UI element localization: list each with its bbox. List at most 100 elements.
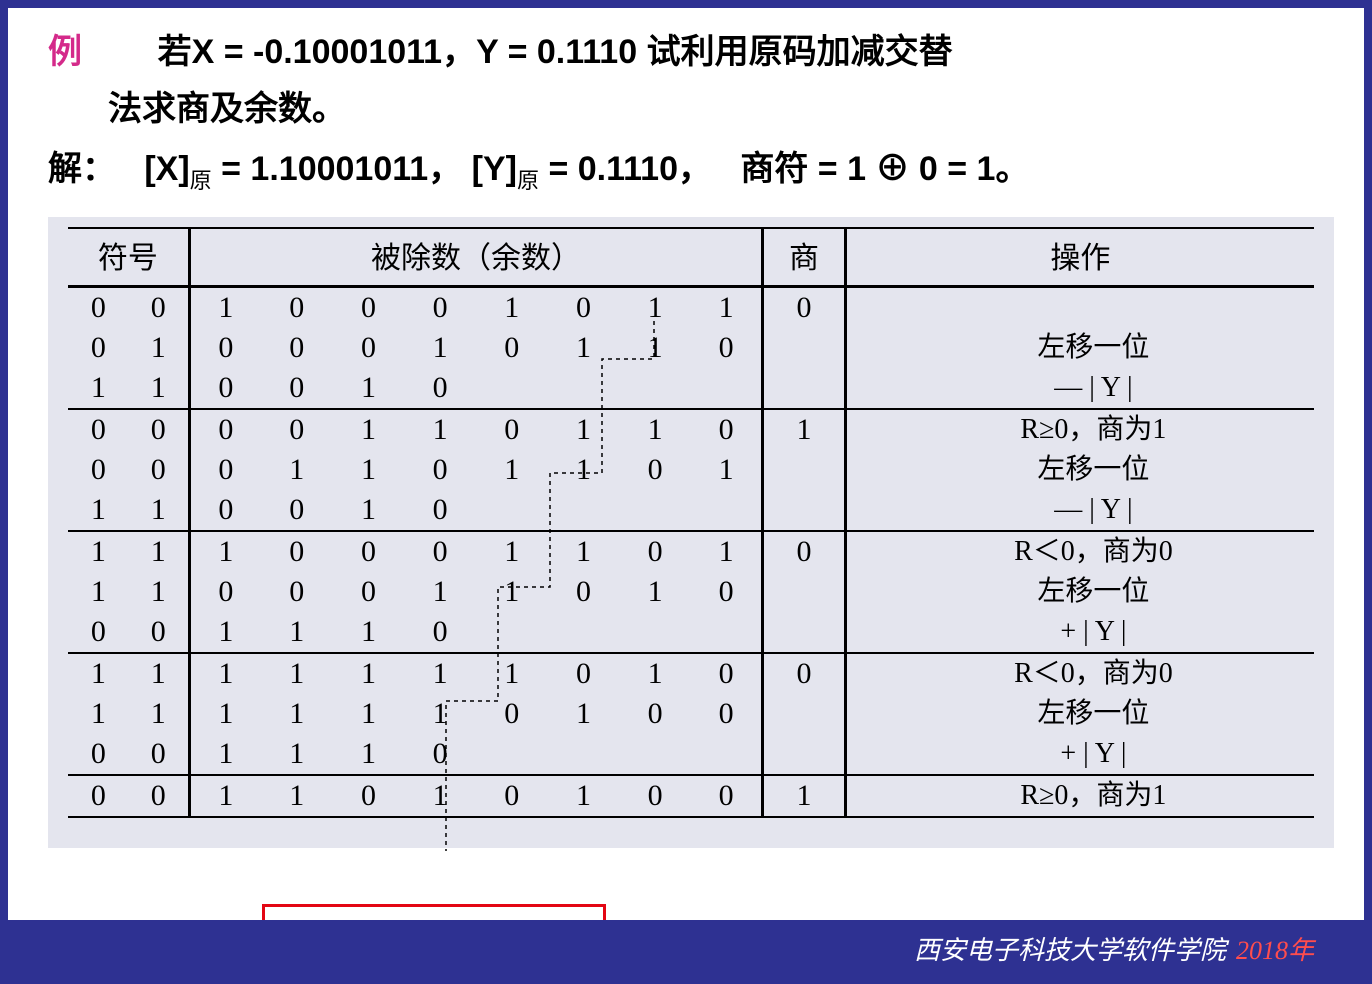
dividend-bit: 0 [189,450,261,490]
sign-bit: 1 [129,531,190,572]
dividend-bit: 1 [333,694,405,734]
dividend-bit: 0 [619,450,691,490]
dividend-bit: 0 [476,694,548,734]
quotient-bit: 0 [763,653,846,694]
dividend-bit: 1 [691,531,763,572]
dividend-bit: 1 [548,775,620,817]
dividend-bit [476,368,548,409]
dividend-bit: 1 [404,775,476,817]
dividend-bit: 0 [404,734,476,775]
dividend-bit: 0 [189,328,261,368]
operation-text: 左移一位 [845,328,1314,368]
dividend-bit: 1 [619,287,691,329]
quotient-bit [763,328,846,368]
dividend-bit: 1 [261,653,333,694]
calculation-table: 符号 被除数（余数） 商 操作 001000101100100010110左移一… [68,227,1314,818]
footer-school: 西安电子科技大学软件学院 [914,930,1226,967]
dividend-bit [548,612,620,653]
sign-bit: 0 [129,287,190,329]
dividend-bit: 1 [333,409,405,450]
dividend-bit: 0 [333,328,405,368]
sign-bit: 1 [129,694,190,734]
dividend-bit: 0 [619,694,691,734]
dividend-bit: 1 [189,287,261,329]
dividend-bit: 0 [619,775,691,817]
sign-bit: 0 [68,328,129,368]
dividend-bit: 1 [189,734,261,775]
dividend-bit: 1 [619,409,691,450]
dividend-bit: 0 [404,531,476,572]
dividend-bit [619,734,691,775]
dividend-bit: 1 [548,328,620,368]
sign-bit: 0 [68,612,129,653]
y-sub: 原 [517,168,539,193]
sign-bit: 0 [68,734,129,775]
sign-bit: 1 [129,653,190,694]
sign-bit: 0 [129,409,190,450]
quotient-bit [763,490,846,531]
sign-calc: 商符 = 1 ⊕ 0 = 1。 [740,150,1029,188]
dividend-bit: 1 [404,409,476,450]
x-eq: = 1.10001011， [212,150,463,188]
dividend-bit: 0 [261,572,333,612]
dividend-bit: 0 [261,328,333,368]
dividend-bit: 1 [548,409,620,450]
dividend-bit: 1 [261,775,333,817]
quotient-bit [763,612,846,653]
dividend-bit: 1 [691,287,763,329]
dividend-bit: 1 [261,734,333,775]
dividend-bit: 0 [691,694,763,734]
dividend-bit: 0 [333,572,405,612]
dividend-bit: 0 [548,572,620,612]
operation-text: 左移一位 [845,572,1314,612]
dividend-bit: 1 [691,450,763,490]
sign-bit: 1 [68,572,129,612]
sign-bit: 1 [68,368,129,409]
dividend-bit [476,490,548,531]
operation-text: 左移一位 [845,450,1314,490]
dividend-bit: 1 [548,531,620,572]
dividend-bit: 1 [189,531,261,572]
dividend-bit: 0 [189,409,261,450]
dividend-bit: 0 [476,328,548,368]
dividend-bit: 0 [261,531,333,572]
dividend-bit: 0 [261,490,333,531]
quotient-bit: 0 [763,531,846,572]
dividend-bit: 1 [189,653,261,694]
dividend-bit: 1 [261,694,333,734]
header-operation: 操作 [845,228,1314,287]
quotient-bit: 0 [763,287,846,329]
sign-bit: 1 [129,368,190,409]
sign-bit: 1 [68,694,129,734]
dividend-bit: 1 [476,653,548,694]
quotient-bit [763,734,846,775]
sign-bit: 1 [68,490,129,531]
header-dividend: 被除数（余数） [189,228,762,287]
y-label: [Y] [472,150,517,188]
dividend-bit: 0 [691,775,763,817]
quotient-bit [763,694,846,734]
sign-bit: 1 [129,490,190,531]
dividend-bit: 0 [476,409,548,450]
calculation-table-wrap: 符号 被除数（余数） 商 操作 001000101100100010110左移一… [48,217,1334,848]
dividend-bit: 1 [619,653,691,694]
dividend-bit: 1 [404,328,476,368]
operation-text: + | Y | [845,734,1314,775]
solution-line: 解： [X]原 = 1.10001011， [Y]原 = 0.1110， 商符 … [48,144,1334,197]
sign-bit: 0 [129,450,190,490]
dividend-bit: 1 [476,572,548,612]
sign-bit: 1 [68,653,129,694]
dividend-bit: 0 [404,368,476,409]
dividend-bit: 0 [333,287,405,329]
sign-bit: 0 [68,775,129,817]
dividend-bit: 1 [548,450,620,490]
dividend-bit: 1 [189,694,261,734]
dividend-bit: 1 [189,775,261,817]
dividend-bit [691,490,763,531]
dividend-bit: 0 [619,531,691,572]
sign-bit: 0 [68,450,129,490]
dividend-bit: 0 [691,328,763,368]
dividend-bit: 1 [333,490,405,531]
dividend-bit: 1 [333,734,405,775]
dividend-bit: 1 [333,612,405,653]
